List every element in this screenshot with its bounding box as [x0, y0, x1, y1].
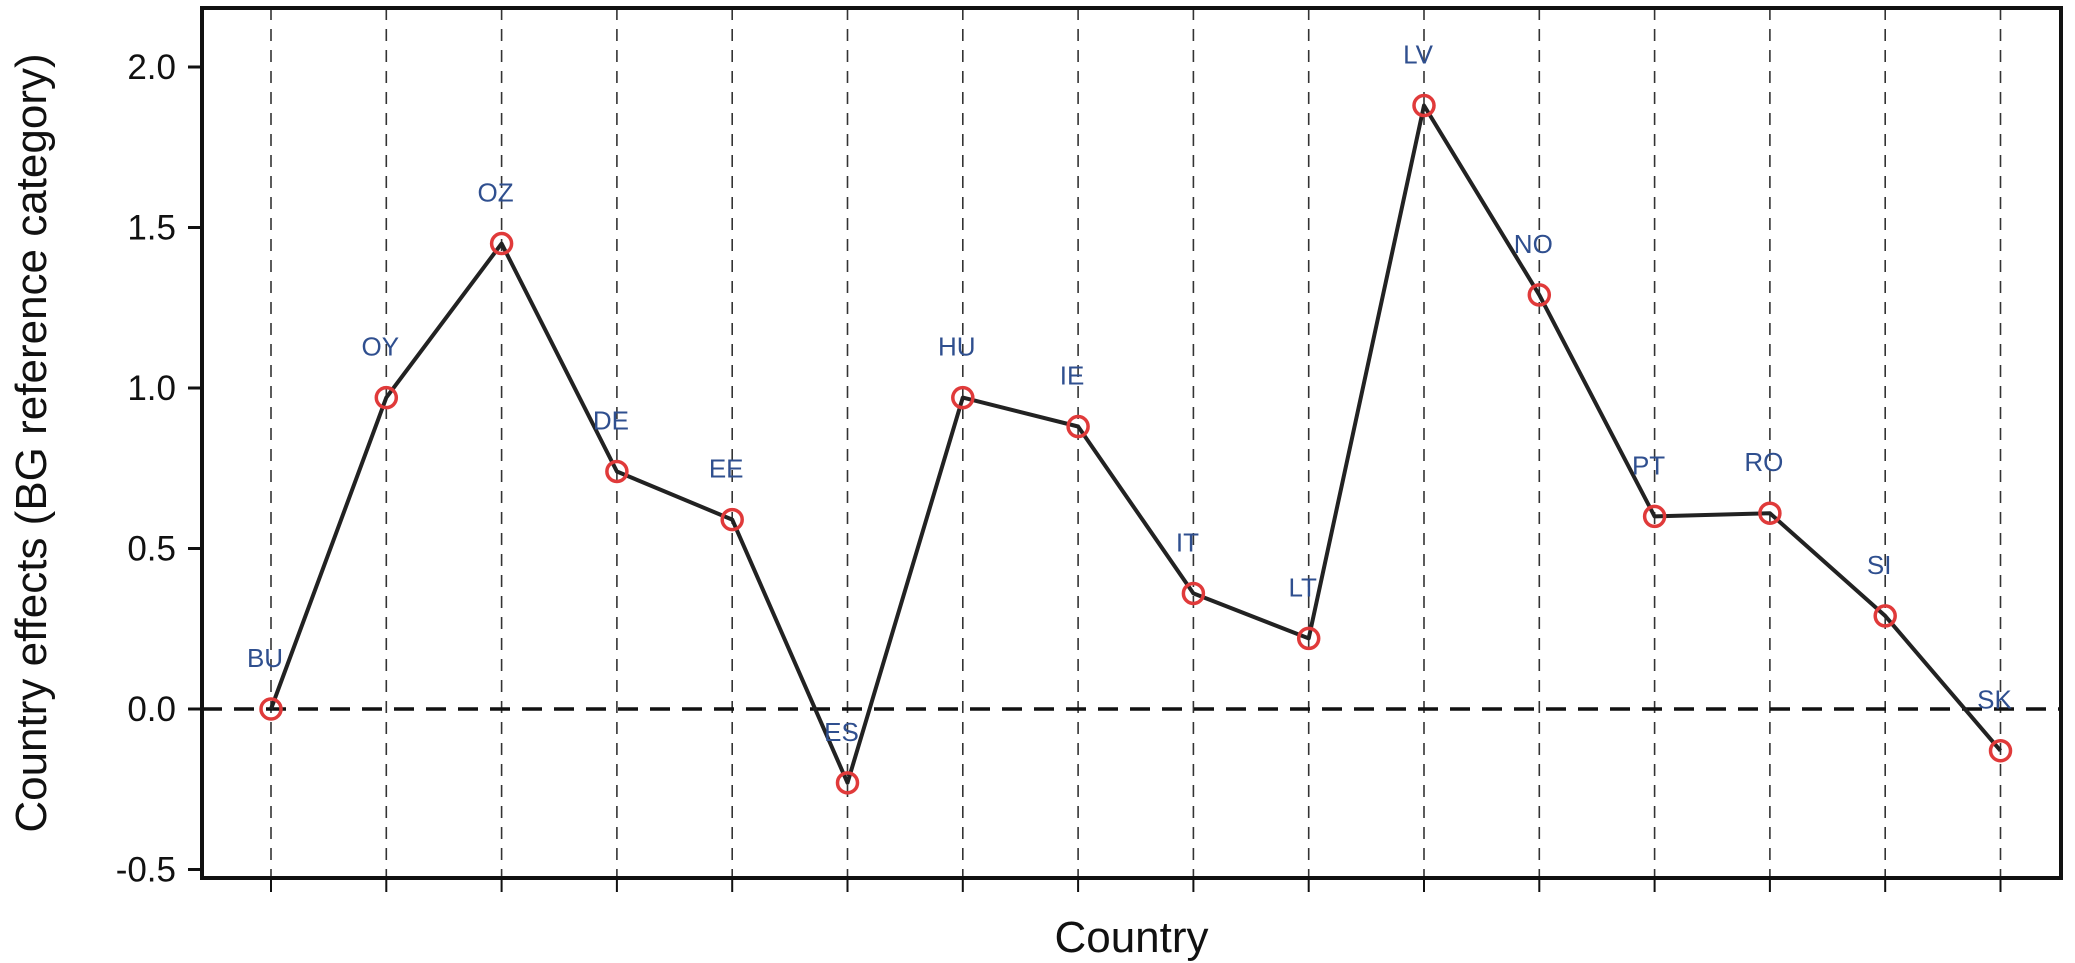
- data-point-ro: [1758, 501, 1782, 525]
- y-tick-label: 0.5: [127, 530, 176, 569]
- y-tick-label: 0.0: [127, 690, 176, 729]
- plot-frame: [200, 6, 2063, 880]
- vertical-grid: [270, 8, 2002, 878]
- data-point-it: [1181, 581, 1206, 606]
- point-label-pt: PT: [1632, 450, 1665, 480]
- series-markers: [259, 93, 2013, 795]
- data-point-oy: [374, 385, 399, 410]
- y-tick-label: 1.0: [127, 369, 176, 408]
- data-point-ee: [720, 507, 744, 532]
- point-label-it: IT: [1176, 527, 1199, 557]
- y-tick-label: 1.5: [127, 209, 176, 248]
- y-axis-title: Country effects (BG reference category): [7, 53, 56, 832]
- data-point-es: [835, 771, 860, 795]
- data-point-hu: [951, 385, 975, 410]
- data-point-lt: [1296, 626, 1321, 651]
- data-point-no: [1527, 283, 1552, 307]
- point-label-oy: OY: [362, 332, 400, 362]
- point-label-no: NO: [1514, 229, 1553, 259]
- point-labels: BU OY OZ DE EE ES HU IE IT LT LV NO PT RO SI SK: [247, 40, 2013, 747]
- data-point-oz: [489, 231, 514, 256]
- data-point-si: [1873, 604, 1897, 628]
- point-label-si: SI: [1867, 550, 1892, 580]
- data-point-ie: [1066, 414, 1090, 439]
- y-tick-label: 2.0: [127, 48, 176, 87]
- point-label-sk: SK: [1977, 685, 2012, 715]
- data-point-de: [605, 459, 629, 484]
- data-point-lv: [1412, 93, 1436, 118]
- series-effects: [269, 103, 2003, 785]
- data-point-sk: [1988, 738, 2013, 763]
- point-label-ie: IE: [1060, 361, 1085, 391]
- point-label-bu: BU: [247, 643, 283, 673]
- point-label-ro: RO: [1744, 447, 1783, 477]
- point-label-ee: EE: [709, 454, 744, 484]
- y-tick-label: -0.5: [116, 851, 176, 890]
- point-label-oz: OZ: [478, 178, 514, 208]
- point-label-lt: LT: [1288, 572, 1317, 602]
- series-line: [269, 103, 2003, 785]
- x-axis-title: Country: [1054, 913, 1208, 962]
- y-axis: -0.5 0.0 0.5 1.0 1.5 2.0: [116, 48, 202, 890]
- data-point-pt: [1642, 504, 1667, 529]
- data-point-bu: [259, 697, 283, 721]
- point-label-hu: HU: [938, 332, 976, 362]
- point-label-de: DE: [593, 405, 629, 435]
- point-label-lv: LV: [1403, 40, 1434, 70]
- x-axis-ticks: [270, 878, 2002, 892]
- point-label-es: ES: [824, 717, 859, 747]
